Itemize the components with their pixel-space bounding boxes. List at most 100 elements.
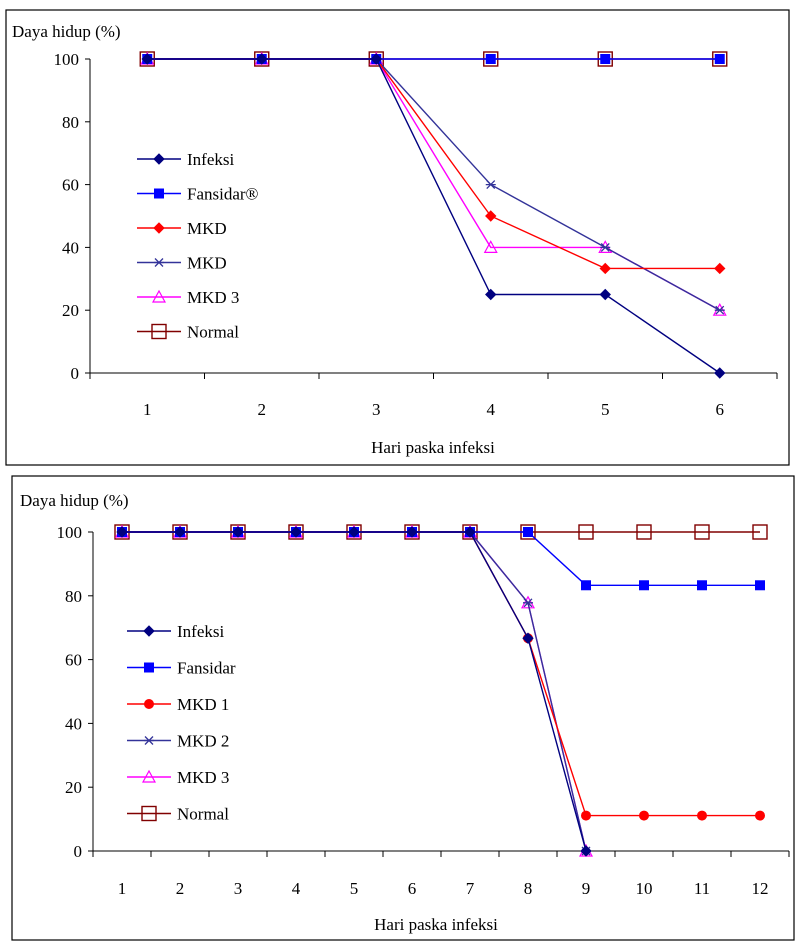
chart-1-x-tick-label: 5 [601, 400, 610, 419]
chart-1-legend-item: MKD [137, 219, 227, 238]
chart-2-point-infeksi [580, 845, 592, 857]
chart-2-line-fansidar-1 [122, 531, 760, 586]
chart-2-y-tick-label: 100 [57, 523, 83, 542]
chart-1-point-mkd [714, 262, 726, 275]
chart-1-y-tick-label: 80 [62, 113, 79, 132]
chart-1-legend-marker [151, 289, 167, 303]
chart-1-point-mkd [600, 242, 611, 252]
chart-2-legend-marker [141, 769, 157, 783]
chart-2-xlabel: Hari paska infeksi [374, 915, 498, 934]
chart-1-legend: Infeksi Fansidar® MKD MKD MKD 3 Normal [137, 150, 259, 342]
chart-2-legend-label: Fansidar [177, 659, 236, 678]
chart-2-x-tick-label: 10 [636, 879, 653, 898]
chart-1-legend-marker [154, 258, 164, 267]
chart-1-series-infeksi-0 [141, 53, 726, 379]
chart-2-legend-marker [144, 662, 154, 673]
chart-1-point-fansidar [600, 54, 611, 64]
chart-1-point-mkd [485, 180, 496, 190]
chart-2-point-fansidar [581, 580, 591, 591]
chart-1-frame [5, 9, 790, 466]
chart-1-point-mkd [714, 305, 725, 315]
chart-2-point-mkd-2 [523, 598, 533, 608]
chart-2-legend-item: MKD 3 [127, 768, 229, 787]
chart-1-point-fansidar [714, 54, 725, 64]
chart-2-x-tick-label: 8 [524, 879, 533, 898]
chart-2-point-normal [636, 524, 652, 540]
chart-2-x-tick-label: 11 [694, 879, 710, 898]
chart-1-x-tick-label: 4 [487, 400, 496, 419]
chart-1-point-fansidar [485, 54, 496, 64]
chart-1-xlabel: Hari paska infeksi [371, 438, 495, 457]
chart-1-x-tick-label: 2 [258, 400, 267, 419]
chart-2-point-infeksi [522, 632, 534, 644]
survival-chart-1: Daya hidup (%) Hari paska infeksi 0 20 40 6… [0, 0, 795, 470]
chart-1-point-mkd-3 [483, 240, 498, 253]
chart-1-point-infeksi [256, 53, 268, 65]
chart-2-x-tick-label: 7 [466, 879, 475, 898]
chart-1-y-tick-label: 40 [62, 238, 79, 257]
chart-1-y-tick-label: 20 [62, 301, 79, 320]
chart-2-point-fansidar [523, 527, 533, 537]
chart-2-point-fansidar [697, 580, 707, 591]
chart-2-point-normal [694, 524, 710, 540]
chart-1-legend-label: MKD [187, 254, 227, 273]
chart-1-y-tick-label: 60 [62, 176, 79, 195]
chart-2-legend-item: Normal [127, 805, 229, 824]
chart-2-line-mkd-3-4 [122, 531, 587, 852]
chart-2-x-tick-label: 4 [292, 879, 301, 898]
chart-2-ylabel: Daya hidup (%) [20, 491, 129, 510]
chart-2-point-mkd-1 [697, 810, 707, 821]
chart-1-legend-label: Fansidar® [187, 185, 259, 204]
chart-1-legend-label: Normal [187, 323, 239, 342]
chart-2-x-tick-label: 9 [582, 879, 591, 898]
chart-1-legend-item: MKD 3 [137, 288, 239, 307]
chart-2-legend-label: Normal [177, 805, 229, 824]
chart-2-point-fansidar [639, 580, 649, 591]
chart-2-series-fansidar-1 [117, 527, 765, 591]
chart-2-x-tick-label: 5 [350, 879, 359, 898]
chart-2-legend-label: MKD 2 [177, 732, 229, 751]
chart-1-axes: 0 20 40 60 80 100 1 2 3 4 5 6 [54, 50, 778, 419]
chart-2-legend-item: MKD 1 [127, 695, 229, 714]
chart-2-legend-item: Infeksi [127, 622, 224, 641]
chart-2-point-infeksi [348, 526, 360, 538]
chart-1-legend-label: MKD 3 [187, 288, 239, 307]
chart-2-legend-label: MKD 1 [177, 695, 229, 714]
chart-2-point-infeksi [116, 526, 128, 538]
chart-1-point-infeksi [485, 288, 497, 301]
chart-2-line-mkd-2-3 [122, 531, 587, 852]
chart-1-legend-marker [153, 153, 165, 165]
chart-2-legend-label: Infeksi [177, 622, 224, 641]
chart-1-point-mkd [485, 210, 497, 222]
chart-2-svg: Daya hidup (%) Hari paska infeksi 0 20 40 6… [11, 475, 795, 941]
chart-2-x-tick-label: 12 [752, 879, 769, 898]
chart-2-legend-item: Fansidar [127, 659, 236, 678]
chart-2-legend-label: MKD 3 [177, 768, 229, 787]
chart-2-line-infeksi-0 [122, 531, 587, 852]
chart-2-point-infeksi [406, 526, 418, 538]
chart-2-y-tick-label: 0 [74, 842, 83, 861]
chart-2-point-infeksi [174, 526, 186, 538]
chart-1-point-infeksi [370, 53, 382, 65]
chart-1-point-infeksi [714, 367, 726, 379]
chart-2-point-infeksi [464, 526, 476, 538]
chart-1-legend-item: MKD [137, 254, 227, 273]
chart-1-y-tick-label: 100 [54, 50, 80, 69]
survival-chart-2: Daya hidup (%) Hari paska infeksi 0 20 40 6… [0, 475, 795, 941]
chart-1-ylabel: Daya hidup (%) [12, 22, 121, 41]
chart-2-y-tick-label: 80 [65, 587, 82, 606]
chart-2-series-infeksi-0 [116, 526, 592, 857]
chart-2-legend-item: MKD 2 [127, 732, 229, 751]
chart-1-legend-marker [151, 323, 167, 340]
chart-1-point-infeksi [599, 288, 611, 301]
chart-1-y-tick-label: 0 [71, 364, 80, 383]
chart-1-x-tick-label: 1 [143, 400, 152, 419]
chart-2-point-mkd-1 [755, 810, 765, 821]
chart-2-point-mkd-1 [581, 810, 591, 821]
chart-2-y-tick-label: 20 [65, 778, 82, 797]
chart-2-legend-marker [144, 699, 154, 709]
chart-1-legend-label: MKD [187, 219, 227, 238]
chart-1-legend-item: Infeksi [137, 150, 234, 169]
chart-2-point-normal [752, 524, 768, 540]
